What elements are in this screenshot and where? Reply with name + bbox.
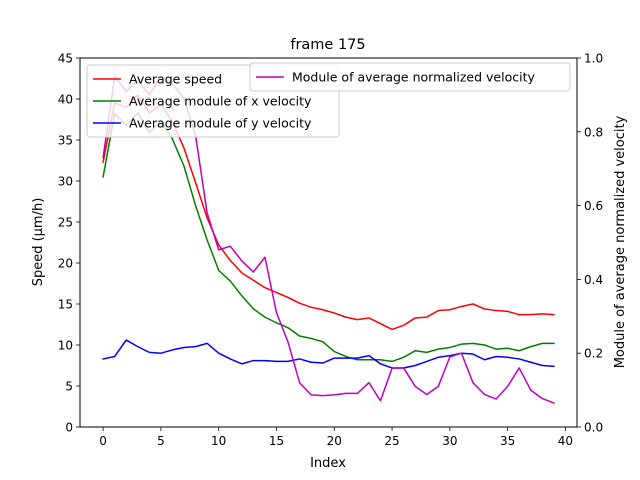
legend-left: Average speed Average module of x velocit… (86, 64, 340, 138)
right-y-tick-label: 0.8 (584, 125, 603, 139)
legend-label: Module of average normalized velocity (292, 70, 535, 85)
y-tick-label: 20 (58, 257, 73, 271)
x-tick-label: 40 (558, 434, 573, 448)
right-y-tick-label: 1.0 (584, 52, 603, 66)
series-line-1 (102, 112, 555, 363)
chart-title: frame 175 (290, 37, 365, 53)
x-tick-label: 25 (384, 434, 399, 448)
y-tick-label: 25 (58, 216, 73, 230)
right-y-tick-label: 0.2 (584, 347, 603, 361)
right-y-tick-label: 0.6 (584, 199, 603, 213)
legend-right: Module of average normalized velocity (249, 62, 571, 92)
y-tick-label: 35 (58, 134, 73, 148)
plot-frame (79, 57, 578, 428)
x-tick-label: 15 (269, 434, 284, 448)
y-axis-label: Speed (μm/h) (31, 198, 46, 287)
x-tick-label: 20 (327, 434, 342, 448)
x-tick-label: 0 (99, 434, 107, 448)
x-tick-label: 35 (500, 434, 515, 448)
y-tick-label: 40 (58, 93, 73, 107)
x-axis-ticks: 0 5 10 15 20 25 30 35 40 (99, 427, 573, 448)
y-tick-label: 45 (58, 52, 73, 66)
right-y-axis-ticks: 0.0 0.2 0.4 0.6 0.8 1.0 (577, 52, 603, 435)
y-tick-label: 30 (58, 175, 73, 189)
series-line-2 (102, 339, 555, 369)
legend-label: Average speed (129, 72, 222, 87)
x-axis-label: Index (310, 456, 346, 471)
right-y-tick-label: 0.4 (584, 273, 603, 287)
y-tick-label: 0 (65, 421, 73, 435)
y-tick-label: 10 (58, 339, 73, 353)
y-axis-ticks: 0 5 10 15 20 25 30 35 40 45 (58, 52, 80, 435)
legend-box (249, 62, 571, 92)
y-tick-label: 15 (58, 298, 73, 312)
right-y-axis-label: Module of average normalized velocity (613, 115, 628, 368)
x-tick-label: 10 (211, 434, 226, 448)
legend-label: Average module of y velocity (129, 116, 312, 131)
y-tick-label: 5 (65, 380, 73, 394)
right-y-tick-label: 0.0 (584, 421, 603, 435)
x-tick-label: 5 (157, 434, 165, 448)
legend-label: Average module of x velocity (129, 94, 312, 109)
x-tick-label: 30 (442, 434, 457, 448)
